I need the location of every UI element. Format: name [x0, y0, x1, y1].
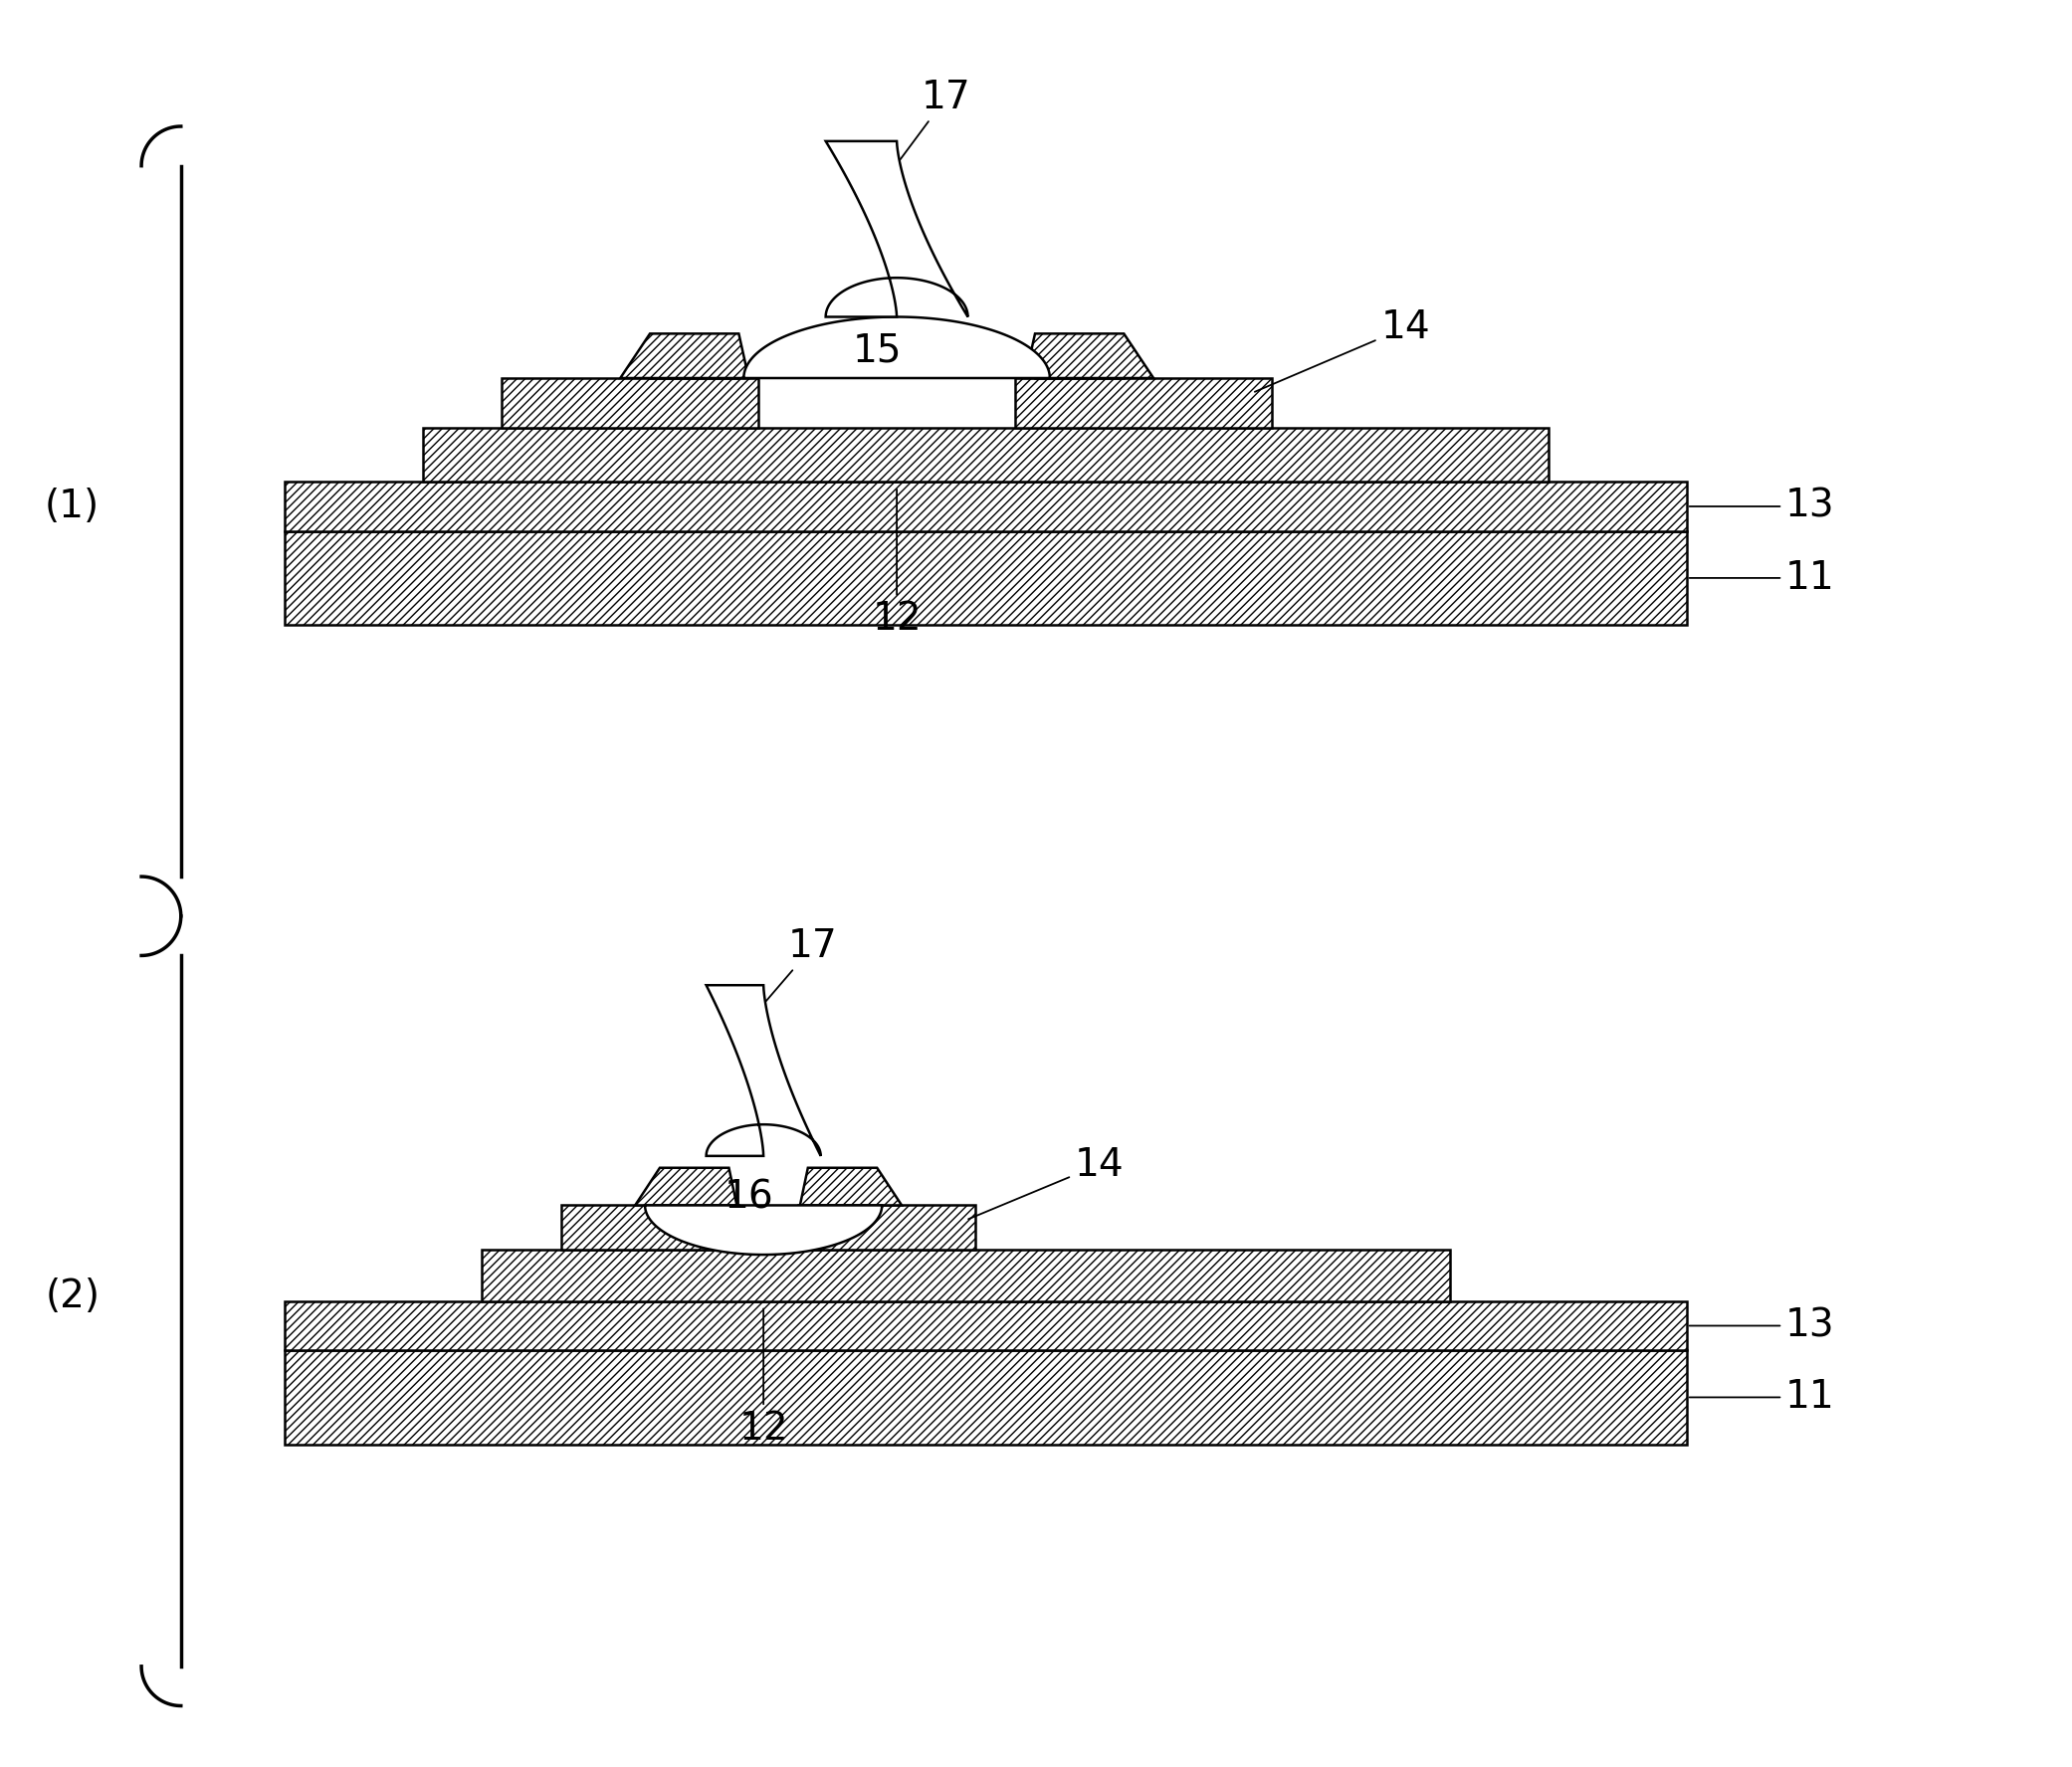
Text: 11: 11 — [1689, 1378, 1836, 1415]
Bar — [423, 428, 1548, 482]
Polygon shape — [800, 1168, 901, 1205]
Bar — [284, 1350, 1687, 1444]
Text: 11: 11 — [1689, 558, 1836, 597]
Bar — [798, 1205, 976, 1249]
Bar — [1036, 341, 1123, 378]
Bar — [483, 1249, 1450, 1301]
Text: 13: 13 — [1689, 1308, 1836, 1345]
Polygon shape — [1026, 334, 1154, 378]
Polygon shape — [707, 986, 821, 1156]
Text: 12: 12 — [872, 489, 922, 638]
Bar — [1015, 378, 1272, 428]
Polygon shape — [744, 316, 1051, 378]
Polygon shape — [644, 1205, 883, 1255]
Text: (1): (1) — [46, 488, 99, 525]
Text: 14: 14 — [1256, 309, 1430, 392]
Bar — [284, 482, 1687, 532]
Text: 13: 13 — [1689, 488, 1836, 525]
Text: 17: 17 — [760, 928, 837, 1007]
Polygon shape — [636, 1168, 738, 1205]
Bar — [284, 532, 1687, 626]
Bar — [501, 378, 758, 428]
Bar — [659, 1172, 729, 1205]
Bar — [808, 1172, 876, 1205]
Polygon shape — [825, 141, 968, 316]
Bar — [284, 1301, 1687, 1350]
Text: 16: 16 — [723, 1179, 773, 1216]
Text: 12: 12 — [740, 1309, 787, 1447]
Text: 15: 15 — [852, 332, 901, 369]
Text: 17: 17 — [893, 80, 972, 168]
Bar — [651, 341, 740, 378]
Text: 14: 14 — [968, 1145, 1123, 1219]
Polygon shape — [620, 334, 748, 378]
Bar — [562, 1205, 740, 1249]
Text: (2): (2) — [46, 1278, 99, 1315]
